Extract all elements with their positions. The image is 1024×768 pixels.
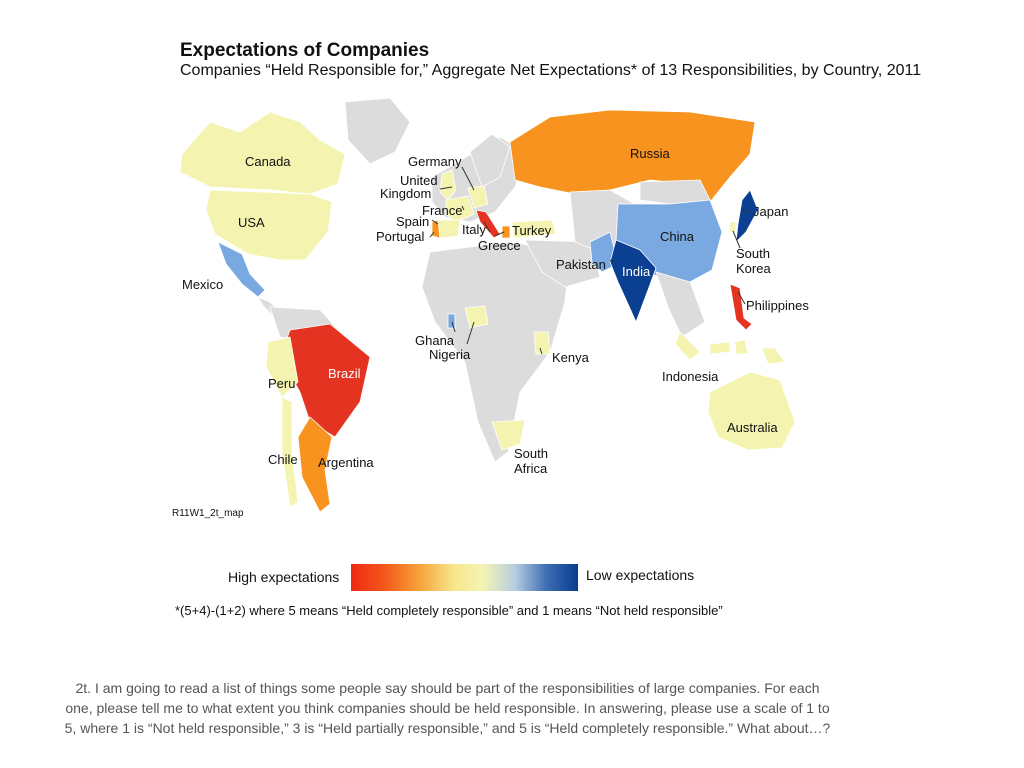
ghana-region bbox=[447, 313, 456, 329]
legend-high-label: High expectations bbox=[228, 569, 340, 585]
label-usa: USA bbox=[238, 215, 265, 230]
label-south-africa-line1: South bbox=[514, 446, 548, 461]
mongolia bbox=[639, 179, 711, 205]
mexico-region bbox=[217, 241, 266, 298]
label-portugal: Portugal bbox=[376, 229, 425, 244]
france-region bbox=[445, 195, 475, 223]
chile-region bbox=[281, 396, 299, 508]
label-uk-line1: United bbox=[400, 173, 438, 188]
india-region bbox=[609, 239, 657, 324]
greenland bbox=[344, 97, 411, 165]
spain-region bbox=[437, 219, 461, 239]
map-code: R11W1_2t_map bbox=[172, 508, 244, 519]
label-argentina: Argentina bbox=[318, 455, 374, 470]
philippines-region bbox=[729, 283, 753, 331]
leader-lines bbox=[429, 166, 751, 355]
label-greece: Greece bbox=[478, 238, 521, 253]
legend-gradient-bar bbox=[351, 564, 578, 591]
label-south-africa-line2: Africa bbox=[514, 461, 548, 476]
canada-region bbox=[179, 111, 346, 195]
nigeria-region bbox=[464, 305, 489, 329]
portugal-region bbox=[431, 219, 441, 239]
southeast-asia bbox=[655, 271, 706, 338]
label-germany: Germany bbox=[408, 154, 462, 169]
greece-region bbox=[501, 225, 511, 239]
label-russia: Russia bbox=[630, 146, 671, 161]
japan-region bbox=[735, 189, 759, 244]
label-nigeria: Nigeria bbox=[429, 347, 471, 362]
peru-region bbox=[265, 336, 299, 398]
label-south-korea-line1: South bbox=[736, 246, 770, 261]
label-spain: Spain bbox=[396, 214, 429, 229]
label-china: China bbox=[660, 229, 695, 244]
italy-region bbox=[475, 209, 501, 239]
south-korea-region bbox=[729, 221, 737, 233]
legend-low-label: Low expectations bbox=[586, 567, 695, 583]
label-turkey: Turkey bbox=[512, 223, 552, 238]
label-philippines: Philippines bbox=[746, 298, 809, 313]
label-pakistan: Pakistan bbox=[556, 257, 606, 272]
label-ghana: Ghana bbox=[415, 333, 455, 348]
world-map: Canada USA Mexico Brazil Peru Chile Arge… bbox=[179, 97, 809, 513]
indonesia-region bbox=[674, 331, 786, 365]
label-chile: Chile bbox=[268, 452, 298, 467]
label-japan: Japan bbox=[753, 204, 788, 219]
usa-region bbox=[205, 189, 333, 261]
label-indonesia: Indonesia bbox=[662, 369, 719, 384]
kenya-region bbox=[533, 331, 551, 355]
survey-question: 2t. I am going to read a list of things … bbox=[64, 680, 831, 736]
label-brazil: Brazil bbox=[328, 366, 361, 381]
turkey-region bbox=[511, 219, 557, 239]
label-uk-line2: Kingdom bbox=[380, 186, 431, 201]
label-india: India bbox=[622, 264, 651, 279]
germany-region bbox=[467, 185, 489, 209]
footnote: *(5+4)-(1+2) where 5 means “Held complet… bbox=[175, 603, 723, 618]
australia-region bbox=[707, 371, 796, 451]
scandinavia bbox=[469, 133, 511, 188]
argentina-region bbox=[297, 416, 333, 513]
label-mexico: Mexico bbox=[182, 277, 223, 292]
map-subtitle: Companies “Held Responsible for,” Aggreg… bbox=[180, 62, 922, 79]
label-kenya: Kenya bbox=[552, 350, 590, 365]
label-australia: Australia bbox=[727, 420, 778, 435]
label-france: France bbox=[422, 203, 462, 218]
label-italy: Italy bbox=[462, 222, 486, 237]
label-peru: Peru bbox=[268, 376, 295, 391]
south-africa-region bbox=[491, 419, 526, 451]
map-title: Expectations of Companies bbox=[180, 40, 430, 61]
label-south-korea-line2: Korea bbox=[736, 261, 771, 276]
label-canada: Canada bbox=[245, 154, 291, 169]
